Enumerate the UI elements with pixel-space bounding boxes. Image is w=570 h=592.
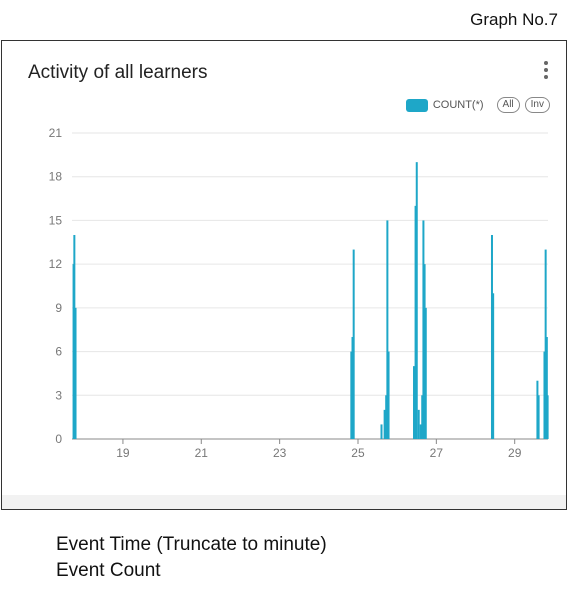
data-bar bbox=[492, 293, 495, 439]
data-bar bbox=[419, 424, 422, 439]
data-bar bbox=[73, 235, 76, 439]
legend-swatch[interactable] bbox=[405, 98, 428, 112]
chart-legend: COUNT(*) All Inv bbox=[405, 97, 550, 113]
y-tick-label: 0 bbox=[55, 432, 62, 446]
y-tick-label: 3 bbox=[55, 388, 62, 402]
more-options-icon[interactable] bbox=[542, 61, 550, 81]
chart-canvas: 0 3 6 9 12 15 18 21 19 21 23 25 27 29 bbox=[49, 126, 549, 460]
data-bar bbox=[490, 235, 493, 439]
data-bar bbox=[422, 220, 425, 439]
data-bar bbox=[543, 351, 546, 439]
data-bar bbox=[421, 395, 424, 439]
data-bar bbox=[424, 307, 427, 439]
data-bar bbox=[415, 162, 418, 439]
chart-panel: 0 3 6 9 12 15 18 21 19 21 23 25 27 29 Activity of all… bbox=[1, 40, 567, 510]
panel-footer bbox=[2, 495, 566, 509]
y-tick-label: 15 bbox=[49, 213, 63, 227]
legend-invert-button[interactable]: Inv bbox=[524, 97, 550, 113]
caption-x-description: Event Time (Truncate to minute) bbox=[56, 534, 327, 555]
graph-number-label: Graph No.7 bbox=[470, 10, 558, 29]
data-bar bbox=[74, 307, 77, 439]
x-tick-label: 19 bbox=[116, 446, 130, 460]
data-bar bbox=[536, 380, 539, 439]
data-bar bbox=[350, 351, 353, 439]
x-tick-label: 21 bbox=[195, 446, 209, 460]
x-tick-label: 27 bbox=[430, 446, 444, 460]
data-bar bbox=[413, 366, 416, 439]
caption: Event Time (Truncate to minute) Event Co… bbox=[56, 532, 327, 584]
y-tick-label: 21 bbox=[49, 126, 63, 140]
data-bar bbox=[546, 395, 549, 439]
data-bar bbox=[351, 337, 354, 439]
x-tick-label: 23 bbox=[273, 446, 287, 460]
legend-series-label[interactable]: COUNT(*) bbox=[432, 99, 484, 111]
x-tick-label: 25 bbox=[351, 446, 365, 460]
data-bar bbox=[414, 205, 417, 439]
data-bar bbox=[544, 249, 547, 439]
data-bar bbox=[537, 395, 540, 439]
y-tick-label: 9 bbox=[55, 301, 62, 315]
data-bar bbox=[383, 409, 386, 439]
data-bar bbox=[385, 395, 388, 439]
data-bar bbox=[417, 409, 420, 439]
y-tick-label: 12 bbox=[49, 257, 63, 271]
panel-title: Activity of all learners bbox=[28, 62, 208, 83]
data-bar bbox=[380, 424, 383, 439]
data-bar bbox=[545, 337, 548, 439]
data-bar bbox=[423, 264, 426, 439]
x-tick-label: 29 bbox=[508, 446, 522, 460]
y-tick-label: 6 bbox=[55, 345, 62, 359]
data-bar bbox=[387, 351, 390, 439]
legend-all-button[interactable]: All bbox=[496, 97, 520, 113]
data-bar bbox=[352, 249, 355, 439]
y-tick-label: 18 bbox=[49, 170, 63, 184]
data-bar bbox=[386, 220, 389, 439]
caption-y-description: Event Count bbox=[56, 560, 161, 581]
